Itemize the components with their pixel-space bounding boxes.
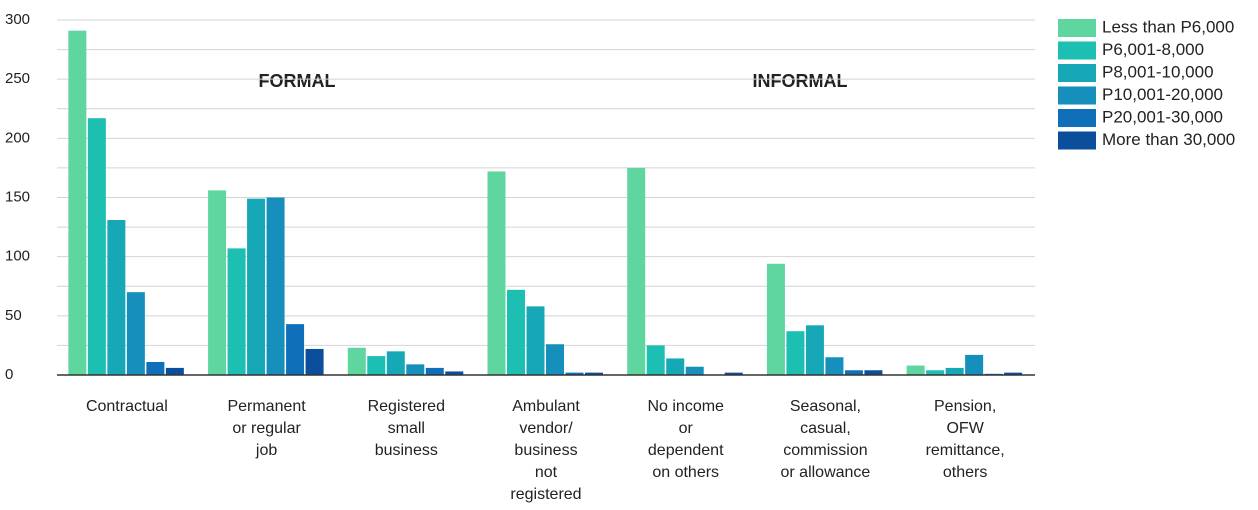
bar: [805, 325, 824, 375]
legend-label: P6,001-8,000: [1102, 40, 1204, 59]
bar: [565, 372, 584, 375]
legend-label: Less than P6,000: [1102, 17, 1234, 36]
bar: [68, 30, 87, 376]
bar: [266, 197, 285, 375]
bar: [685, 366, 704, 375]
bar: [347, 347, 366, 375]
x-tick-label: Permanent or regular job: [227, 398, 306, 459]
annotation: FORMAL: [259, 71, 336, 91]
bar: [227, 248, 246, 375]
x-tick-label: Registered small business: [368, 398, 445, 459]
bar: [526, 306, 545, 375]
legend-swatch: [1058, 109, 1096, 127]
x-tick-label: Seasonal, casual, commission or allowance: [781, 398, 871, 481]
bar: [666, 358, 685, 375]
x-tick-label: Contractual: [86, 398, 168, 415]
bar: [844, 370, 863, 375]
bar: [247, 198, 266, 375]
bar: [425, 367, 444, 375]
bar: [766, 263, 785, 375]
y-tick-label: 200: [5, 129, 30, 146]
x-tick-label: No income or dependent on others: [647, 398, 724, 481]
bar: [146, 361, 165, 375]
bar: [646, 345, 665, 375]
bar: [585, 372, 603, 375]
x-tick-label: Pension, OFW remittance, others: [926, 398, 1005, 481]
bar: [87, 118, 106, 375]
bar: [107, 219, 126, 375]
bar: [406, 364, 425, 375]
y-tick-label: 150: [5, 188, 30, 205]
y-tick-label: 0: [5, 366, 13, 383]
bar: [367, 356, 386, 375]
bar: [945, 367, 964, 375]
bar: [627, 167, 646, 375]
bar: [906, 365, 925, 375]
bar: [926, 370, 945, 375]
bar: [1004, 372, 1023, 375]
bar: [286, 324, 305, 375]
legend-label: P20,001-30,000: [1102, 107, 1223, 126]
legend-label: More than 30,000: [1102, 130, 1235, 149]
x-tick-label: Ambulant vendor/business not registered: [510, 398, 581, 503]
y-tick-label: 300: [5, 11, 30, 28]
legend-label: P8,001-10,000: [1102, 62, 1214, 81]
y-tick-label: 50: [5, 307, 22, 324]
legend-label: P10,001-20,000: [1102, 85, 1223, 104]
legend-swatch: [1058, 86, 1096, 105]
bar: [445, 371, 464, 375]
y-tick-label: 250: [5, 70, 30, 87]
bar: [208, 190, 227, 375]
bar: [165, 367, 184, 375]
y-tick-label: 100: [5, 248, 30, 265]
legend-swatch: [1058, 41, 1096, 60]
bar: [386, 351, 405, 375]
bar: [724, 372, 743, 375]
bar: [126, 292, 145, 375]
bar: [305, 348, 324, 375]
bar: [546, 344, 564, 375]
bar: [786, 331, 805, 375]
bar: [965, 354, 984, 375]
legend-swatch: [1058, 19, 1096, 37]
bar: [507, 289, 525, 375]
legend-swatch: [1058, 64, 1096, 82]
bar: [825, 357, 844, 375]
bar: [487, 171, 506, 375]
legend-swatch: [1058, 131, 1096, 150]
annotation: INFORMAL: [753, 71, 848, 91]
bar: [864, 370, 883, 375]
